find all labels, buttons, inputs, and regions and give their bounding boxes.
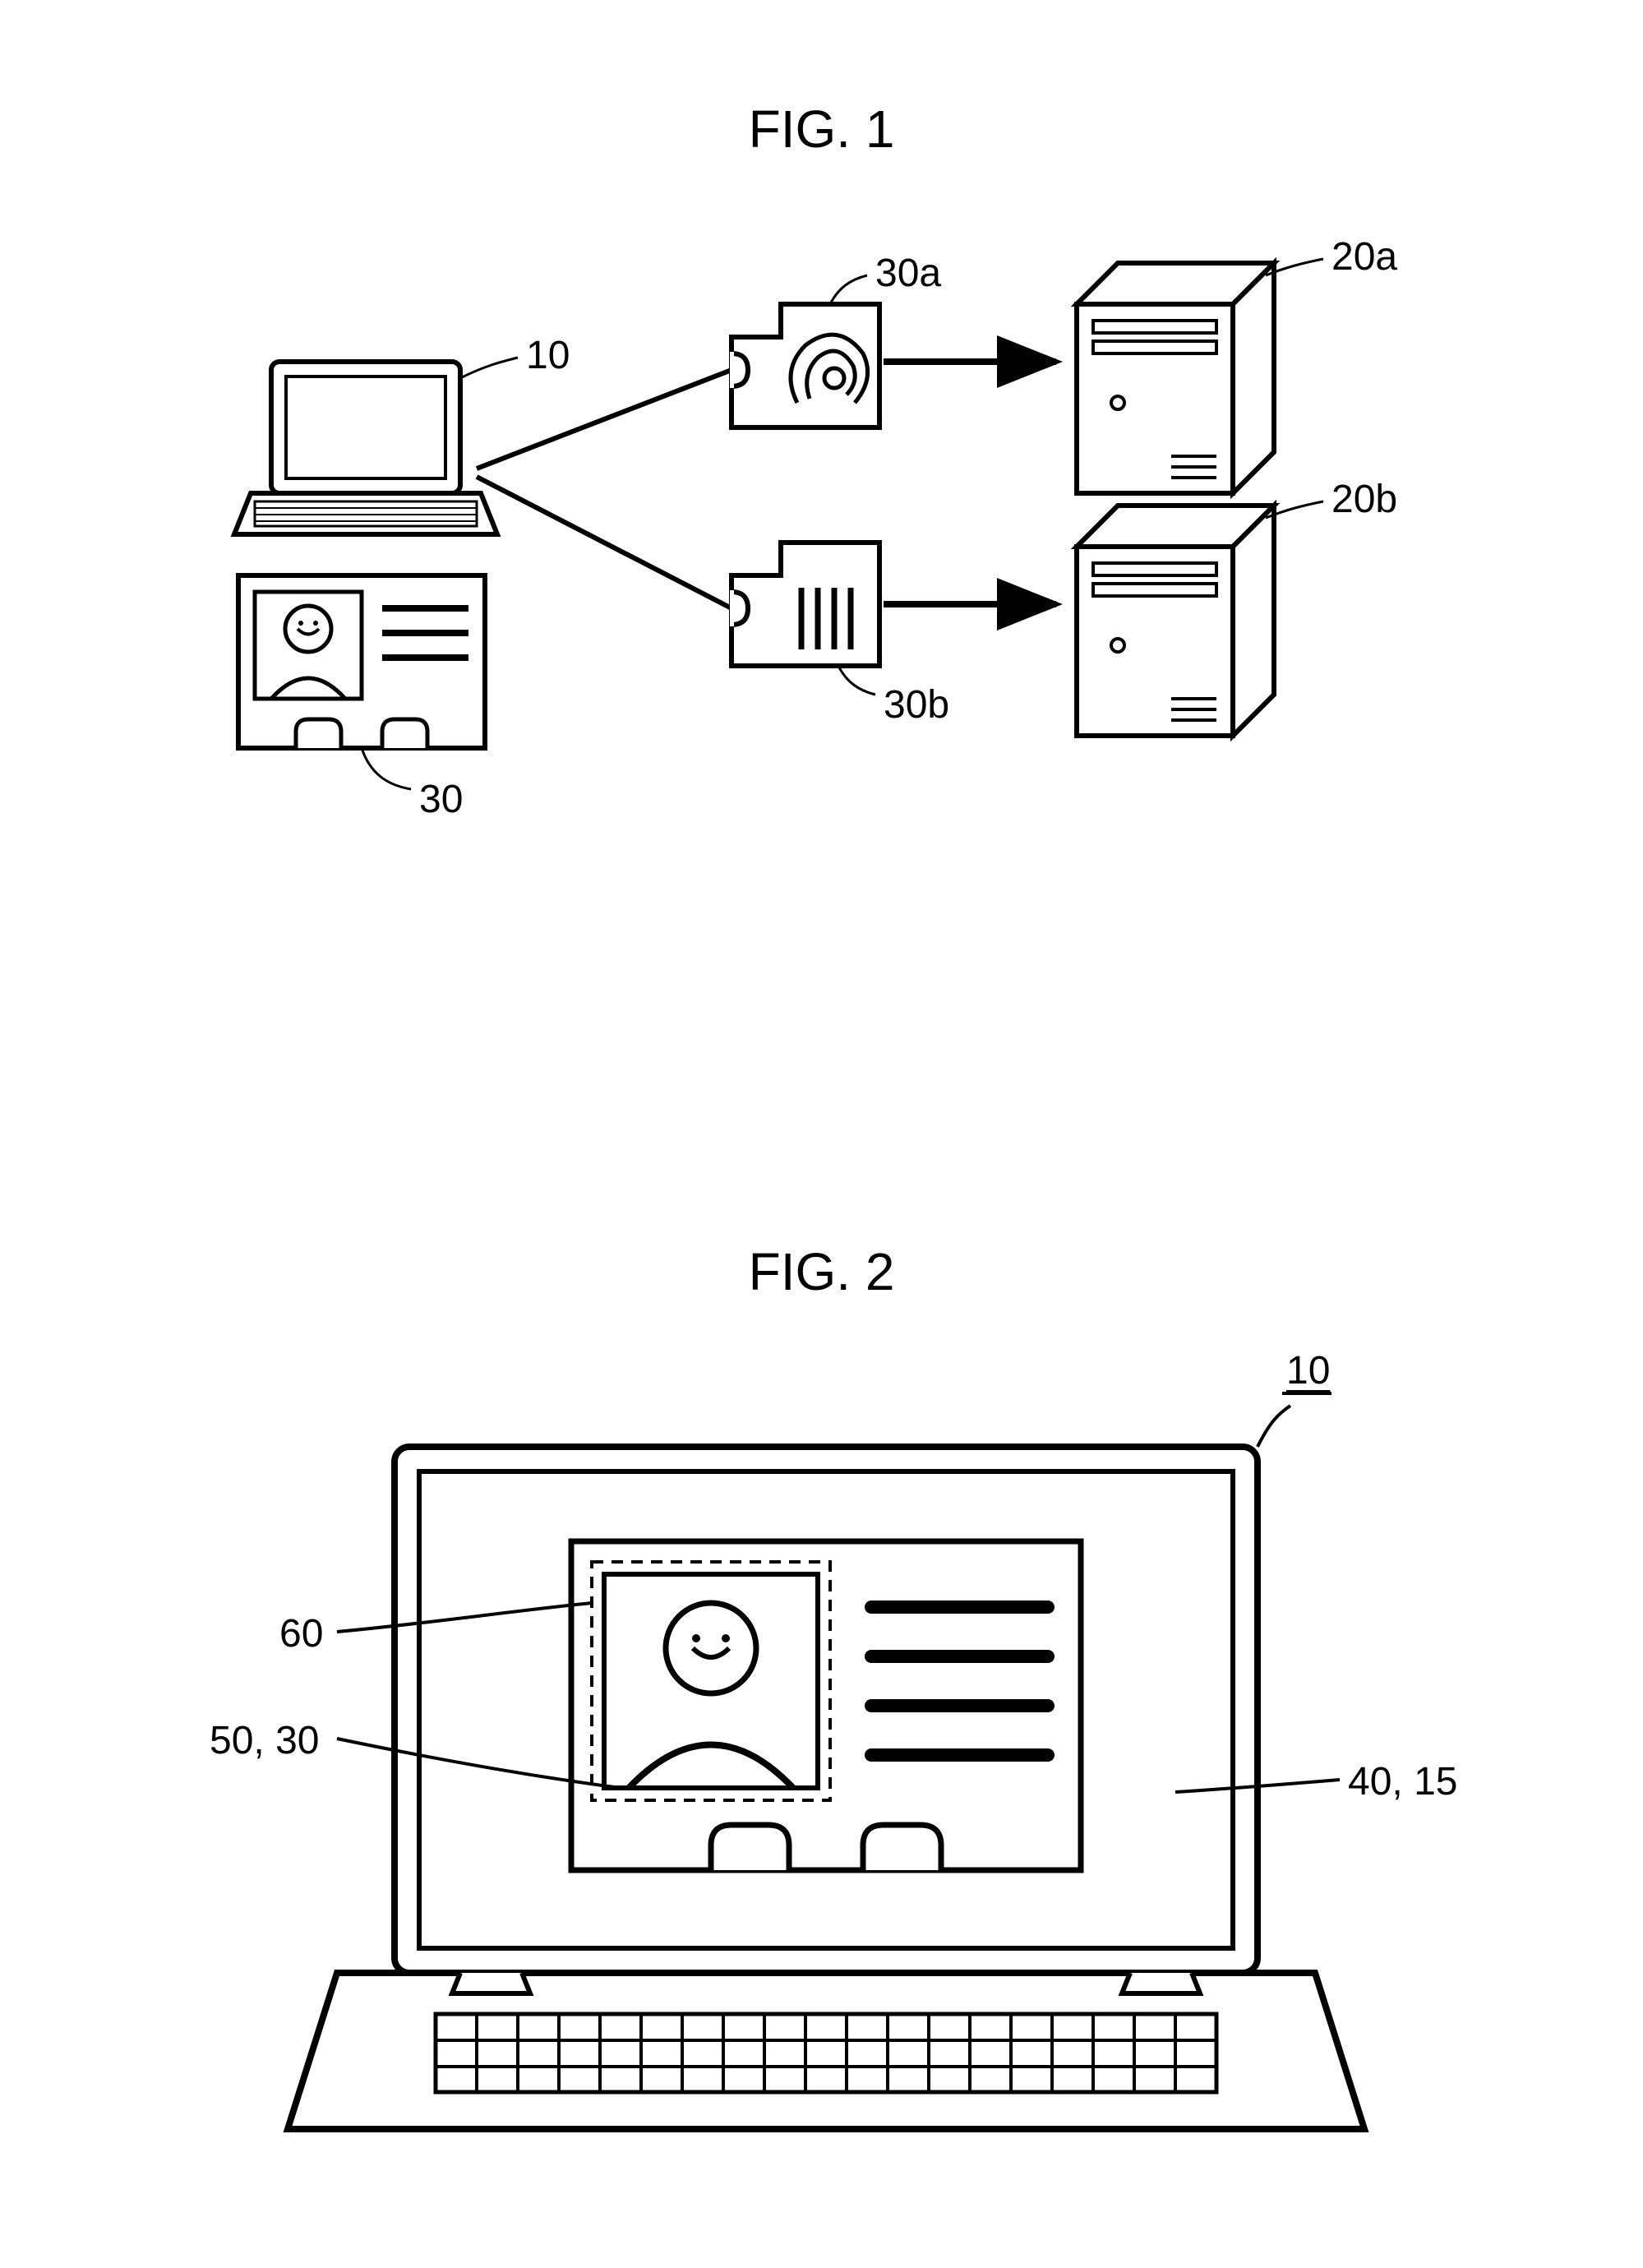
laptop-large-icon: [288, 1447, 1364, 2129]
label-server-20a: 20a: [1331, 234, 1397, 279]
label-server-20b: 20b: [1331, 477, 1397, 522]
connection-line-bottom: [477, 477, 732, 608]
id-card-icon: [238, 575, 485, 789]
label-puzzle-30a: 30a: [875, 251, 941, 296]
label-puzzle-30b: 30b: [884, 682, 949, 728]
label-region-50-30: 50, 30: [210, 1718, 319, 1763]
connection-line-top: [477, 370, 732, 469]
puzzle-piece-bottom-icon: [730, 543, 879, 695]
figure-2-title: FIG. 2: [749, 1241, 895, 1302]
label-region-60: 60: [279, 1611, 323, 1656]
server-bottom-icon: [1077, 501, 1323, 736]
puzzle-piece-top-icon: [730, 275, 879, 427]
server-top-icon: [1077, 259, 1323, 493]
label-laptop-10: 10: [526, 333, 570, 378]
label-region-40-15: 40, 15: [1348, 1759, 1457, 1804]
laptop-icon: [234, 358, 518, 534]
label-id-card-30: 30: [419, 777, 463, 822]
label-laptop-10-fig2: 10: [1286, 1348, 1330, 1393]
